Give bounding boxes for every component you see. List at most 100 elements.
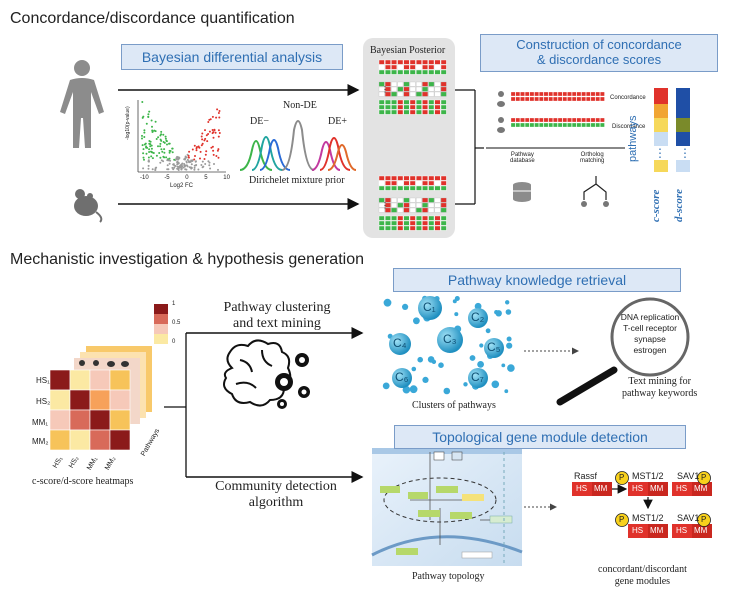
volcano-point [143,131,146,134]
posterior-cell [440,59,447,65]
mm-label: MM [650,526,664,535]
cluster-ball-5 [484,338,504,358]
posterior-cell [434,220,441,226]
posterior-cell [416,202,422,208]
posterior-cell [385,91,391,97]
score-cell [581,96,586,102]
hs-label: HS [676,526,688,535]
volcano-point [215,155,218,157]
volcano-point [164,137,167,140]
heatmap-cell [109,409,131,431]
posterior-cell [422,86,428,92]
score-cell [576,96,582,102]
volcano-point [193,144,196,147]
posterior-cell [403,109,410,115]
posterior-cell [409,91,416,97]
posterior-cell [422,180,428,186]
posterior-cell [378,197,385,203]
volcano-point [147,160,150,163]
topological-gene-module-box: Topological gene module detection [394,425,686,449]
score-cell [548,91,553,97]
volcano-point [151,151,154,154]
volcano-point [160,130,163,133]
posterior-title: Bayesian Posterior [370,45,446,56]
cscore-label: c-score [650,189,662,222]
posterior-cell [403,81,410,87]
score-cell [543,117,549,123]
cscore-column [654,88,668,172]
posterior-cell [403,207,410,213]
pathway-dot [417,356,424,363]
cluster-label-6: C₆ [395,370,409,384]
volcano-point [200,164,203,166]
posterior-cell [403,64,410,70]
posterior-cell [416,91,422,97]
posterior-cell [391,81,397,87]
posterior-cell [378,202,385,208]
pathway-dot [382,382,390,390]
posterior-cell [403,197,410,203]
posterior-cell [434,99,441,105]
volcano-point [197,145,200,148]
posterior-cell [385,197,391,203]
posterior-cell [422,207,428,213]
posterior-cell [422,81,428,87]
volcano-point [205,150,208,153]
volcano-point [200,135,203,138]
cscore-ellipsis: ⋮ [654,146,666,160]
hs-label: HS [632,484,644,493]
volcano-point [203,158,206,160]
score-cell [510,122,516,128]
posterior-cell [378,59,385,65]
volcano-point [185,164,188,167]
posterior-cell [428,99,435,105]
volcano-point [159,156,162,159]
volcano-point [148,140,151,142]
posterior-cell [416,197,422,203]
posterior-cell [391,69,397,75]
posterior-cell [422,220,428,226]
posterior-cell [378,81,385,87]
score-cell [586,117,591,123]
volcano-plot [137,100,226,173]
posterior-cell [409,109,416,115]
posterior-cell [416,69,422,75]
volcano-point [204,129,206,132]
score-cell [553,91,558,97]
volcano-point [178,165,181,168]
volcano-point [213,163,215,165]
posterior-cell [422,175,428,181]
cluster-ball-1 [418,296,442,320]
posterior-cell [391,59,397,65]
posterior-cell [440,86,447,92]
volcano-point [202,165,205,168]
phospho-label: P [619,515,625,524]
score-cell [529,117,535,123]
volcano-point [168,151,171,154]
heatmap-row-hs1: HS₁ [36,376,50,385]
volcano-point [151,131,154,133]
volcano-point [141,101,144,103]
posterior-cell [391,86,397,92]
volcano-point [191,159,194,162]
volcano-point [218,116,221,119]
score-cell [524,96,530,102]
posterior-cell [409,64,416,70]
volcano-point [167,168,170,171]
score-cell [567,96,572,102]
mouse-mini-icon [497,127,505,133]
volcano-point [145,146,148,149]
cluster-label-2: C₂ [471,310,485,324]
score-cell [548,117,553,123]
pathway-dot [443,387,451,395]
posterior-cell [391,202,397,208]
volcano-point [193,164,196,167]
posterior-cell [409,69,416,75]
posterior-cell [416,180,422,186]
volcano-point [193,158,196,161]
volcano-point [217,112,220,114]
volcano-point [150,144,153,147]
volcano-point [141,137,143,140]
mixture-caption: Dirichelet mixture prior [249,175,345,186]
posterior-cell [434,202,441,208]
